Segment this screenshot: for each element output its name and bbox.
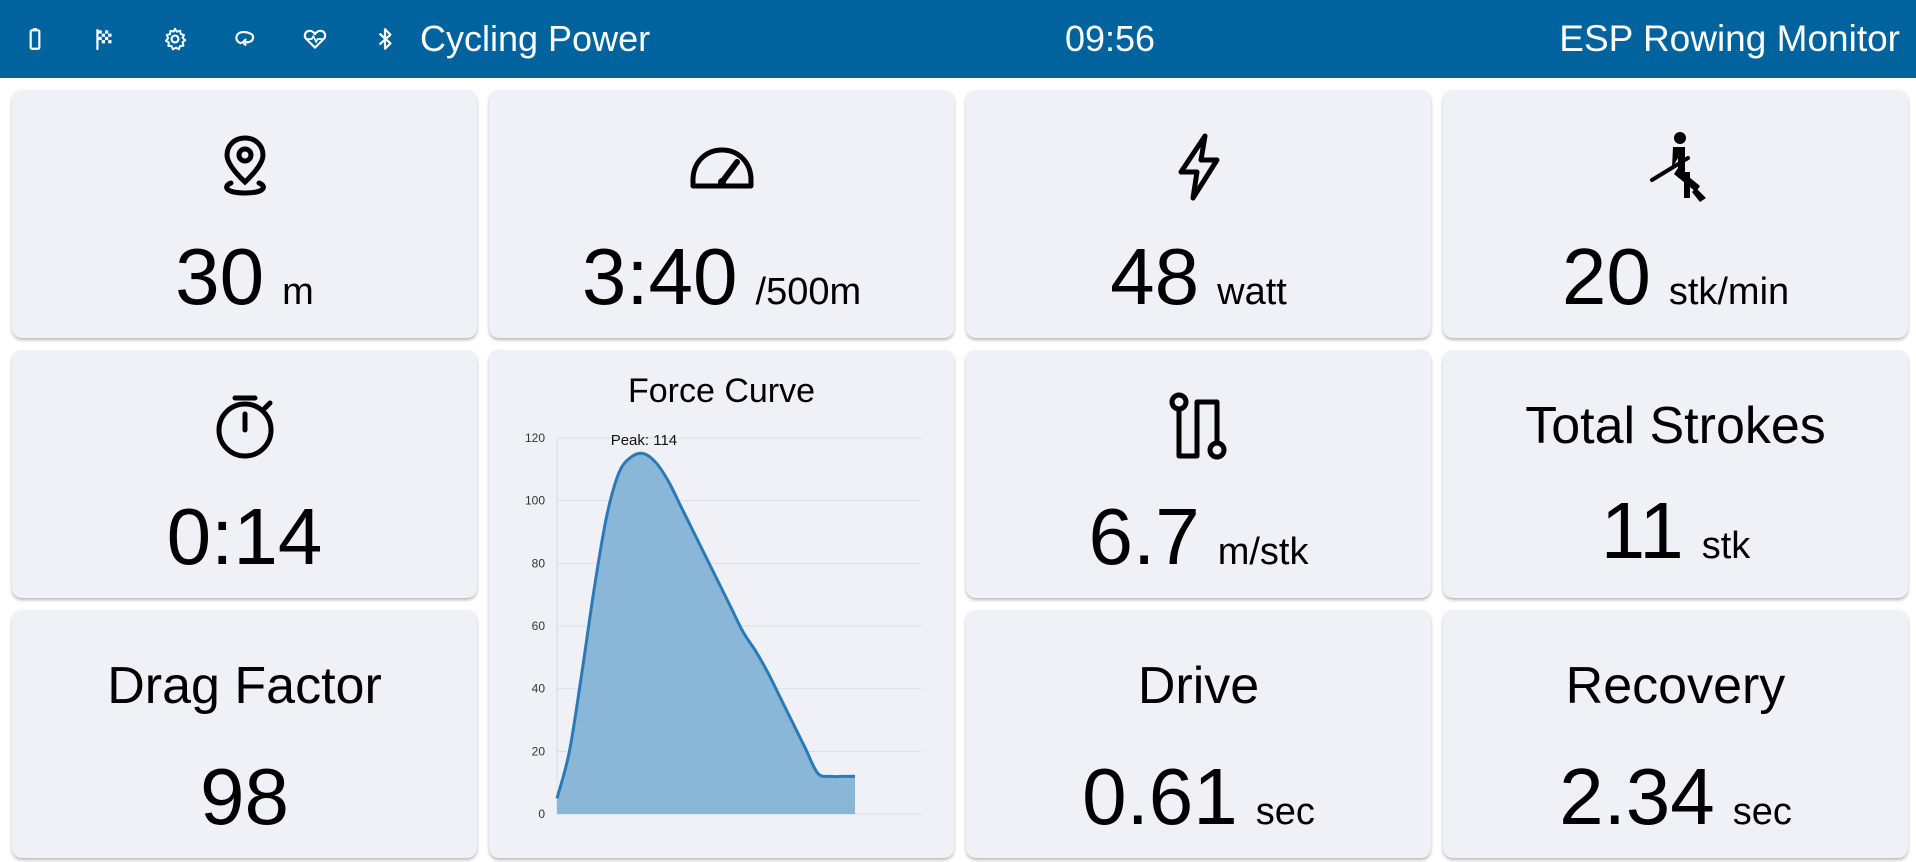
stroke-rate-value: 20 stk/min	[1443, 232, 1908, 322]
drag-factor-value: 98	[12, 752, 477, 842]
flag-icon[interactable]	[90, 24, 120, 54]
peak-annotation: Peak: 114	[611, 432, 677, 449]
chart-title: Force Curve	[627, 372, 816, 410]
drag-factor-tile: Drag Factor 98	[12, 610, 477, 858]
drag-factor-title: Drag Factor	[107, 657, 382, 715]
elapsed-time-tile: 0:14	[12, 350, 477, 598]
total-strokes-value: 11 stk	[1443, 486, 1908, 576]
distance-per-stroke-number: 6.7	[1088, 492, 1200, 581]
y-tick-label: 0	[538, 807, 545, 821]
recovery-tile: Recovery 2.34 sec	[1443, 610, 1908, 858]
drive-tile: Drive 0.61 sec	[966, 610, 1431, 858]
bluetooth-icon[interactable]	[370, 24, 400, 54]
y-tick-label: 60	[532, 619, 546, 633]
battery-icon[interactable]	[20, 24, 50, 54]
total-strokes-number: 11	[1600, 486, 1684, 575]
drive-title: Drive	[1137, 657, 1260, 715]
lightning-icon	[966, 128, 1431, 204]
header-icons	[20, 0, 440, 78]
drive-value: 0.61 sec	[966, 752, 1431, 842]
location-pin-icon	[12, 128, 477, 204]
total-strokes-unit: stk	[1701, 525, 1751, 567]
elapsed-time-value: 0:14	[12, 492, 477, 582]
y-tick-label: 100	[525, 494, 545, 508]
route-icon	[966, 388, 1431, 464]
distance-per-stroke-value: 6.7 m/stk	[966, 492, 1431, 582]
recovery-number: 2.34	[1559, 752, 1715, 841]
y-tick-label: 80	[532, 556, 546, 570]
drive-number: 0.61	[1082, 752, 1238, 841]
gear-icon[interactable]	[160, 24, 190, 54]
stroke-rate-number: 20	[1561, 232, 1651, 321]
header-bar: Cycling Power 09:56 ESP Rowing Monitor	[0, 0, 1916, 78]
recovery-value: 2.34 sec	[1443, 752, 1908, 842]
total-strokes-title: Total Strokes	[1525, 397, 1826, 455]
distance-number: 30	[175, 232, 265, 321]
total-strokes-tile: Total Strokes 11 stk	[1443, 350, 1908, 598]
distance-value: 30 m	[12, 232, 477, 322]
recovery-unit: sec	[1732, 791, 1792, 833]
distance-tile: 30 m	[12, 90, 477, 338]
elapsed-time-number: 0:14	[166, 492, 323, 581]
app-title: ESP Rowing Monitor	[1559, 18, 1900, 59]
rower-icon	[1443, 128, 1908, 204]
distance-per-stroke-unit: m/stk	[1217, 531, 1309, 573]
force-curve-chart: 0 20 40 60 80 100 120 Peak: 114	[525, 431, 921, 821]
speedometer-icon	[489, 128, 954, 204]
power-tile: 48 watt	[966, 90, 1431, 338]
mode-label[interactable]: Cycling Power	[420, 18, 651, 59]
y-tick-label: 40	[532, 682, 546, 696]
pace-value: 3:40/500m	[489, 232, 954, 322]
y-tick-label: 20	[532, 744, 546, 758]
force-curve-line	[555, 451, 855, 799]
power-number: 48	[1110, 232, 1200, 321]
recovery-title: Recovery	[1565, 657, 1786, 715]
force-curve-tile: Force Curve 0 20 40 60 80 100 120 Peak: 114	[489, 350, 954, 858]
loop-icon[interactable]	[230, 24, 260, 54]
heart-rate-icon[interactable]	[300, 24, 330, 54]
force-curve-area	[557, 453, 855, 814]
distance-unit: m	[282, 271, 314, 313]
metrics-grid: 30 m 3:40/500m 48 watt 20 stk/min 0:14	[12, 90, 1908, 860]
pace-unit: /500m	[755, 271, 862, 313]
stroke-rate-unit: stk/min	[1668, 271, 1790, 313]
power-value: 48 watt	[966, 232, 1431, 322]
y-tick-label: 120	[525, 431, 545, 445]
stopwatch-icon	[12, 388, 477, 464]
pace-number: 3:40	[581, 232, 738, 321]
clock: 09:56	[1064, 18, 1156, 59]
power-unit: watt	[1217, 271, 1287, 313]
drive-unit: sec	[1255, 791, 1315, 833]
distance-per-stroke-tile: 6.7 m/stk	[966, 350, 1431, 598]
pace-tile: 3:40/500m	[489, 90, 954, 338]
stroke-rate-tile: 20 stk/min	[1443, 90, 1908, 338]
drag-factor-number: 98	[200, 752, 289, 841]
